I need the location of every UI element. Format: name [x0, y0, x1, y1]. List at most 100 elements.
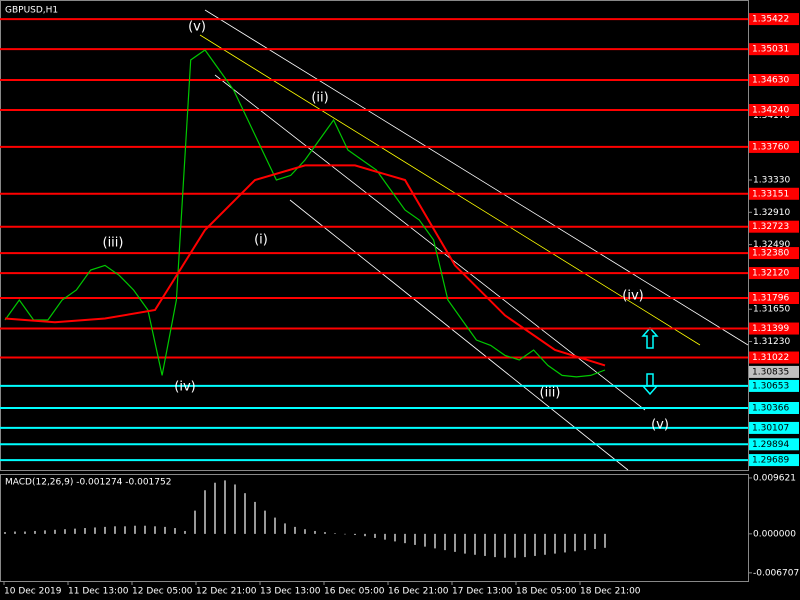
x-tick-label: 16 Dec 05:00 [324, 587, 385, 597]
resistance-label: 1.31399 [752, 324, 789, 334]
macd-bar [44, 530, 46, 534]
channel-line [199, 34, 701, 346]
wave-label: (iv) [174, 380, 195, 395]
macd-bar [354, 533, 356, 536]
x-tick-label: 11 Dec 13:00 [68, 587, 129, 597]
macd-bar [424, 533, 426, 547]
resistance-label: 1.33760 [752, 142, 789, 152]
support-label-box [749, 379, 799, 392]
macd-bar [54, 529, 56, 534]
macd-bar [144, 525, 146, 534]
macd-bar [494, 533, 496, 558]
price-line [4, 164, 606, 367]
resistance-label: 1.31022 [752, 353, 789, 363]
y-tick-label: 0.009621 [753, 473, 796, 483]
x-tick-label: 12 Dec 05:00 [132, 587, 193, 597]
macd-bar [234, 484, 236, 534]
macd-bar [464, 533, 466, 554]
macd-bar [154, 526, 156, 534]
macd-bar [74, 528, 76, 534]
macd-bar [514, 533, 516, 558]
channel-line [289, 199, 629, 471]
resistance-label: 1.33151 [752, 189, 789, 199]
y-tick-label: 0.000000 [753, 529, 796, 539]
support-label-box [749, 454, 799, 467]
support-label-box [749, 402, 799, 414]
macd-bar [584, 533, 586, 551]
macd-bar [444, 533, 446, 551]
wave-label: (iii) [540, 386, 561, 401]
support-label: 1.29689 [752, 456, 789, 466]
macd-bar [14, 531, 16, 534]
resistance-label-box [749, 292, 799, 304]
macd-bar [174, 528, 176, 534]
macd-bar [554, 533, 556, 554]
macd-bar [254, 501, 256, 534]
x-tick-label: 18 Dec 21:00 [580, 587, 641, 597]
macd-bar [124, 526, 126, 534]
macd-bar [4, 532, 6, 534]
x-tick-label: 13 Dec 13:00 [260, 587, 321, 597]
macd-frame [0, 474, 749, 582]
x-tick-label: 17 Dec 13:00 [452, 587, 513, 597]
macd-bar [544, 533, 546, 555]
resistance-label-box [749, 187, 799, 200]
resistance-label: 1.32380 [752, 249, 789, 259]
macd-bar [24, 531, 26, 534]
wave-label: (i) [254, 233, 268, 248]
macd-bar [404, 533, 406, 544]
macd-bar [324, 532, 326, 534]
support-label: 1.30366 [752, 404, 789, 414]
price-line [4, 49, 606, 378]
macd-bar [334, 533, 336, 534]
macd-bar [344, 533, 346, 535]
macd-bar [364, 533, 366, 537]
resistance-label-box [749, 247, 799, 260]
macd-bar [264, 510, 266, 534]
macd-bar [564, 533, 566, 553]
x-tick-label: 10 Dec 2019 [4, 587, 62, 597]
macd-bar [114, 526, 116, 534]
channel-line [214, 74, 646, 411]
macd-bar [64, 529, 66, 534]
macd-bar [164, 526, 166, 534]
macd-bar [374, 533, 376, 538]
y-tick-label: 1.32490 [753, 240, 790, 250]
macd-bar [274, 517, 276, 534]
macd-bar [194, 510, 196, 534]
macd-bar [454, 533, 456, 552]
macd-bar [204, 490, 206, 534]
resistance-label-box [749, 351, 799, 364]
macd-bar [504, 533, 506, 558]
x-tick-label: 12 Dec 21:00 [196, 587, 257, 597]
macd-bar [314, 530, 316, 534]
macd-bar [384, 533, 386, 540]
y-tick-label: 1.33330 [753, 176, 790, 186]
macd-bar [524, 533, 526, 558]
main-frame [0, 0, 749, 471]
resistance-label-box [749, 104, 799, 116]
resistance-label: 1.32120 [752, 269, 789, 279]
macd-bar [434, 533, 436, 549]
support-label-box [749, 421, 799, 434]
macd-bar [484, 533, 486, 556]
macd-bar [104, 526, 106, 534]
wave-label: (iii) [103, 236, 124, 251]
up-arrow [641, 326, 659, 349]
current-price-label: 1.30835 [752, 367, 789, 377]
macd-bar [84, 528, 86, 534]
resistance-label-box [749, 322, 799, 335]
macd-bar [394, 533, 396, 542]
wave-label: (v) [188, 20, 206, 35]
support-label: 1.30653 [752, 381, 789, 391]
macd-bar [94, 527, 96, 534]
support-label: 1.29894 [752, 440, 789, 450]
resistance-label: 1.32723 [752, 222, 789, 232]
macd-bar [574, 533, 576, 552]
wave-label: (v) [651, 418, 669, 433]
resistance-label-box [749, 267, 799, 280]
macd-bar [284, 523, 286, 534]
macd-bar [134, 525, 136, 534]
y-tick-label: 1.32910 [753, 208, 790, 218]
